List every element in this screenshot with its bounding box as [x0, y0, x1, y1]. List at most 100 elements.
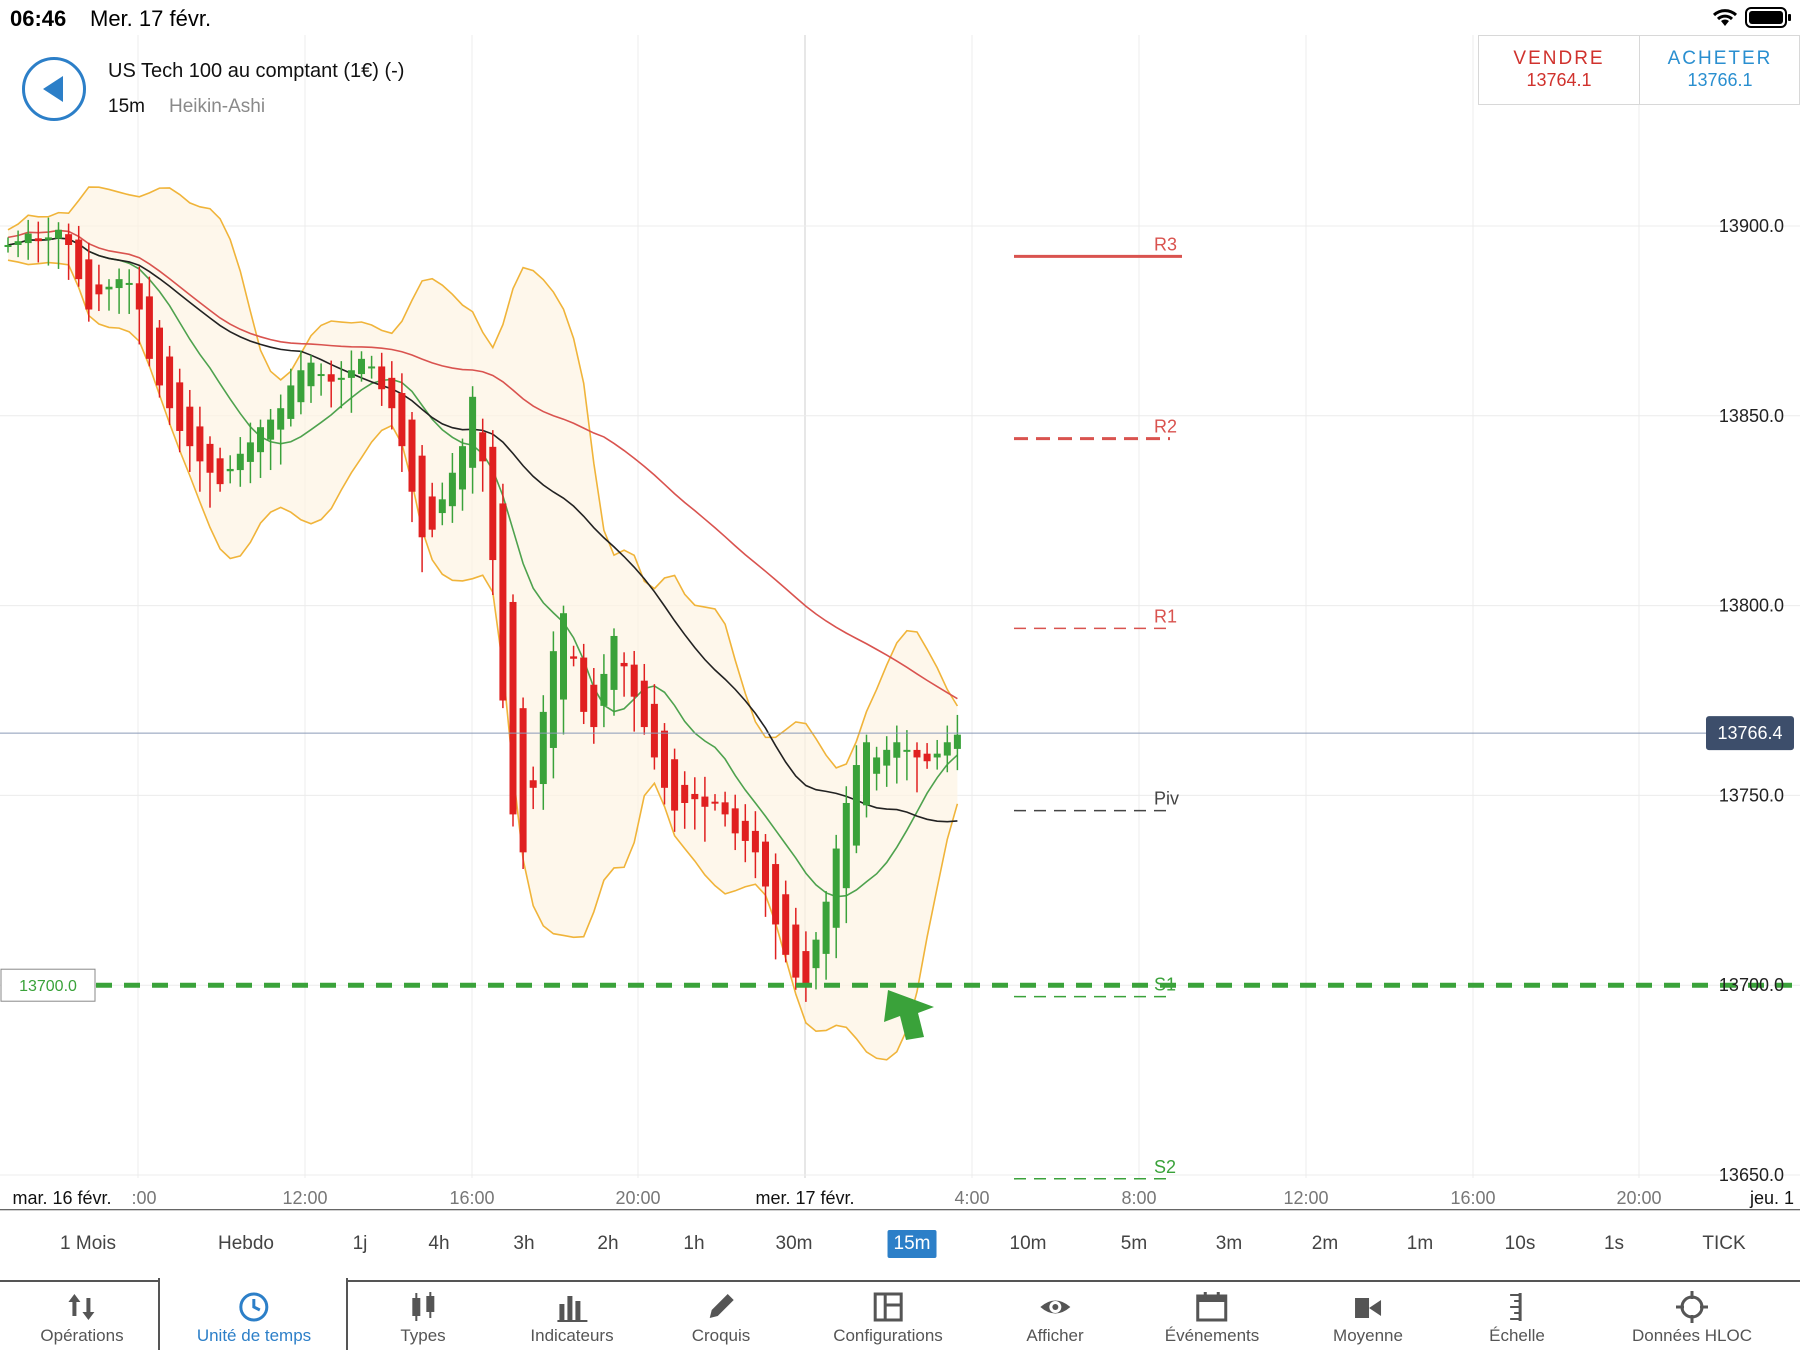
- layout-icon: [873, 1292, 903, 1322]
- candle-body: [560, 613, 567, 700]
- candle-body: [933, 753, 941, 758]
- x-tick-label: 16:00: [1450, 1188, 1495, 1208]
- toolbar-eye[interactable]: Afficher: [1026, 1282, 1084, 1352]
- candle-body: [307, 362, 315, 387]
- toolbar-label: Croquis: [691, 1326, 751, 1345]
- candle-body: [852, 765, 860, 846]
- candle-body: [610, 635, 618, 690]
- candle-body: [317, 374, 325, 377]
- candle-body: [893, 742, 901, 758]
- candle-body: [913, 749, 921, 758]
- toolbar-calendar[interactable]: Événements: [1164, 1282, 1260, 1352]
- status-time: 06:46: [10, 6, 67, 31]
- candle-body: [620, 662, 628, 667]
- candle-body: [822, 901, 830, 954]
- back-button[interactable]: [22, 57, 86, 121]
- candle-body: [570, 656, 578, 659]
- candle-body: [681, 784, 689, 803]
- toolbar-layout[interactable]: Configurations: [833, 1282, 943, 1352]
- candles-icon: [411, 1292, 434, 1321]
- calendar-icon: [1196, 1292, 1228, 1322]
- toolbar-label: Types: [400, 1326, 446, 1345]
- toolbar-crosshair[interactable]: Données HLOC: [1632, 1282, 1752, 1352]
- current-price-value: 13766.4: [1717, 723, 1782, 743]
- candle-body: [549, 651, 557, 748]
- timeframe-option-1m[interactable]: 1m: [1406, 1233, 1434, 1254]
- buy-button[interactable]: ACHETER 13766.1: [1640, 36, 1800, 104]
- timeframe-option-hebdo[interactable]: Hebdo: [218, 1233, 274, 1254]
- candle-body: [499, 503, 507, 701]
- timeframe-option-4h[interactable]: 4h: [428, 1233, 450, 1254]
- timeframe-option-30m[interactable]: 30m: [775, 1233, 813, 1254]
- candle-body: [24, 233, 32, 244]
- toolbar-label: Configurations: [833, 1326, 943, 1345]
- candle-body: [802, 951, 810, 986]
- candle-body: [711, 801, 719, 804]
- candle-body: [246, 442, 254, 462]
- candle-body: [65, 234, 73, 245]
- pivot-label-r3: R3: [1154, 234, 1177, 254]
- candle-body: [14, 241, 22, 245]
- x-tick-label: 4:00: [954, 1188, 989, 1208]
- candle-body: [741, 820, 749, 841]
- x-tick-label: mar. 16 févr.: [12, 1188, 111, 1208]
- toolbar-scale[interactable]: Échelle: [1489, 1282, 1545, 1352]
- candle-body: [85, 259, 93, 310]
- y-tick-label: 13800.0: [1719, 596, 1784, 616]
- timeframe-option-1h[interactable]: 1h: [683, 1233, 705, 1254]
- camera-icon: [1355, 1298, 1381, 1318]
- candle-body: [691, 793, 699, 800]
- toolbar-candles[interactable]: Types: [400, 1282, 446, 1352]
- toolbar-pencil[interactable]: Croquis: [691, 1282, 751, 1352]
- timeframe-option-10s[interactable]: 10s: [1504, 1233, 1536, 1254]
- trade-panel: VENDRE 13764.1 ACHETER 13766.1: [1478, 35, 1800, 105]
- x-tick-label: :00: [131, 1188, 156, 1208]
- bollinger-lower-line: [7, 259, 959, 1061]
- timeframe-option-2m[interactable]: 2m: [1311, 1233, 1339, 1254]
- sell-button[interactable]: VENDRE 13764.1: [1479, 36, 1640, 104]
- candle-body: [95, 284, 103, 295]
- x-tick-label: 20:00: [615, 1188, 660, 1208]
- timeframe-option-3m[interactable]: 3m: [1215, 1233, 1243, 1254]
- clock-icon: [239, 1292, 269, 1322]
- timeframe-option-tick[interactable]: TICK: [1702, 1233, 1746, 1254]
- candle-body: [358, 358, 365, 375]
- toolbar-bar-chart[interactable]: Indicateurs: [530, 1282, 614, 1352]
- candle-body: [438, 499, 446, 514]
- toolbar-label: Événements: [1164, 1326, 1260, 1345]
- timeframe-option-3h[interactable]: 3h: [513, 1233, 535, 1254]
- timeframe-option-1s[interactable]: 1s: [1603, 1233, 1625, 1254]
- candle-body: [105, 286, 113, 290]
- toolbar-camera[interactable]: Moyenne: [1333, 1282, 1403, 1352]
- candle-body: [166, 356, 174, 409]
- candle-body: [418, 455, 426, 538]
- bollinger-band-fill: [8, 187, 958, 1060]
- candle-body: [44, 237, 52, 240]
- battery-icon: [1745, 7, 1793, 34]
- toolbar-clock[interactable]: Unité de temps: [197, 1282, 311, 1352]
- candle-body: [903, 749, 911, 752]
- candle-body: [145, 296, 153, 359]
- candle-body: [812, 939, 820, 969]
- price-chart[interactable]: 13766.4 13700.0 R3 R2 R1 Piv S1 S2 13900.0 13850.…: [0, 0, 1800, 1210]
- candle-body: [459, 446, 466, 490]
- candle-body: [640, 680, 648, 728]
- timeframe-option-1-mois[interactable]: 1 Mois: [60, 1233, 116, 1254]
- candle-body: [75, 239, 83, 280]
- candle-body: [529, 780, 537, 788]
- timeframe-option-2h[interactable]: 2h: [597, 1233, 619, 1254]
- pivot-label-r2: R2: [1154, 417, 1177, 437]
- timeframe-option-1j[interactable]: 1j: [352, 1233, 368, 1254]
- toolbar-operations-arrows[interactable]: Opérations: [40, 1282, 124, 1352]
- timeframe-option-15m[interactable]: 15m: [887, 1230, 937, 1258]
- candle-body: [408, 419, 416, 492]
- x-tick-label: 16:00: [449, 1188, 494, 1208]
- sell-price: 13764.1: [1526, 70, 1592, 90]
- x-tick-label: 8:00: [1121, 1188, 1156, 1208]
- green-arrow-icon: [884, 990, 934, 1040]
- timeframe-option-5m[interactable]: 5m: [1120, 1233, 1148, 1254]
- candle-body: [428, 496, 436, 530]
- candle-body: [590, 684, 598, 728]
- timeframe-option-10m[interactable]: 10m: [1009, 1233, 1047, 1254]
- bar-chart-icon: [556, 1296, 587, 1322]
